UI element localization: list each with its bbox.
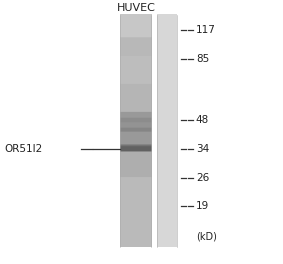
Text: 48: 48 [196, 115, 209, 125]
Text: 26: 26 [196, 173, 209, 183]
Text: OR51I2: OR51I2 [4, 144, 42, 154]
Text: HUVEC: HUVEC [116, 3, 155, 13]
Text: 117: 117 [196, 25, 216, 35]
Text: 34: 34 [196, 144, 209, 154]
Text: 19: 19 [196, 201, 209, 211]
Text: (kD): (kD) [196, 231, 217, 241]
Text: 85: 85 [196, 54, 209, 64]
